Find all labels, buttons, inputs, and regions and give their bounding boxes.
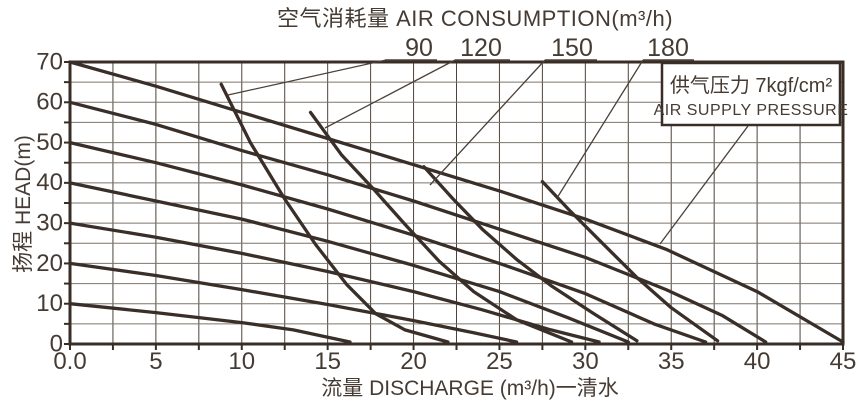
x-tick-label: 45: [830, 348, 857, 375]
air-curve-150: [422, 165, 639, 343]
plot-border: [68, 60, 845, 346]
air-curve-120: [308, 110, 574, 344]
y-tick-label: 40: [36, 169, 63, 196]
x-tick-label: 10: [228, 348, 255, 375]
head-curve-10: [68, 302, 352, 344]
air-label-leader-line-150: [429, 59, 546, 186]
y-tick-label: 70: [36, 48, 63, 75]
y-tick-label: 30: [36, 209, 63, 236]
chart-title: 空气消耗量 AIR CONSUMPTION(m³/h): [277, 6, 673, 31]
y-tick-label: 10: [36, 290, 63, 317]
air-curve-90: [219, 82, 450, 344]
air-supply-pressure-box: [660, 61, 842, 127]
chart-generated-layer: 0.0 5 10 15 20 25 30 35 40 45 0 10 20 30 40 50 60 70 90 120…: [36, 34, 856, 375]
head-curve-60: [68, 100, 768, 344]
air-value-label-120: 120: [460, 34, 502, 62]
x-tick-label: 0.0: [53, 348, 86, 375]
y-tick-label: 0: [50, 330, 63, 357]
x-tick-label: 15: [314, 348, 341, 375]
x-axis-label: 流量 DISCHARGE (m³/h)一清水: [321, 377, 619, 400]
y-tick-label: 20: [36, 250, 63, 277]
head-curve-30: [68, 221, 601, 344]
air-value-label-150: 150: [551, 34, 593, 62]
y-tick-label: 50: [36, 129, 63, 156]
x-tick-label: 35: [658, 348, 685, 375]
air-label-leader-line-180: [556, 59, 644, 199]
air-label-leader-line-120: [324, 59, 456, 129]
x-tick-label: 30: [572, 348, 599, 375]
annotation-leader-line: [659, 125, 749, 245]
y-axis-label: 扬程 HEAD(m): [12, 135, 35, 273]
x-tick-label: 40: [744, 348, 771, 375]
x-tick-label: 25: [486, 348, 513, 375]
x-tick-label: 20: [400, 348, 427, 375]
air-value-label-180: 180: [647, 34, 689, 62]
x-tick-label: 5: [149, 348, 162, 375]
head-curve-70: [68, 60, 845, 344]
air-supply-pressure-label: AIR SUPPLY PRESSURE: [654, 102, 849, 119]
head-curve-40: [68, 181, 630, 344]
y-tick-label: 60: [36, 89, 63, 116]
air-supply-pressure-value: 供气压力 7kgf/cm²: [670, 74, 833, 97]
air-value-label-90: 90: [405, 34, 433, 62]
air-curve-180: [540, 179, 720, 343]
head-curve-20: [68, 261, 519, 344]
air-label-leader-line-90: [227, 59, 387, 96]
